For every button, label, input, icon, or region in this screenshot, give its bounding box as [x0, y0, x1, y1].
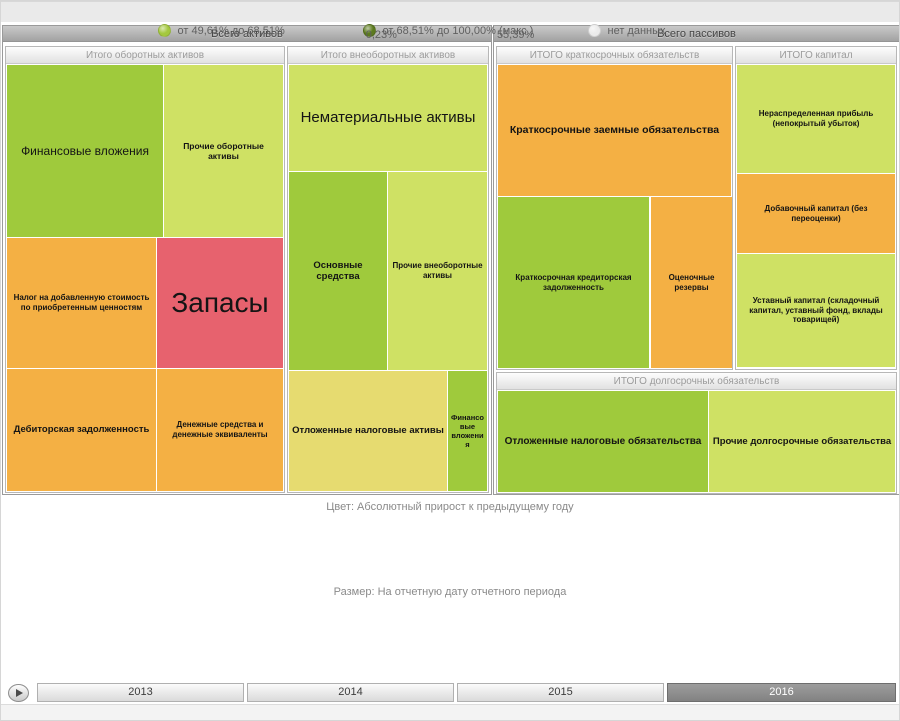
- legend-item-dark-green: от 68,51% до 100,00% (макс.): [362, 24, 588, 37]
- legend-label: нет данных: [607, 24, 666, 37]
- color-legend-title: Цвет: Абсолютный прирост к предыдущему г…: [326, 501, 574, 513]
- cell-short-term-borrowings[interactable]: Краткосрочные заемные обязательства: [498, 65, 731, 196]
- section-noncurrent-assets: Итого внеоборотных активов Нематериальны…: [287, 46, 489, 493]
- dark-green-dot-icon: [362, 24, 376, 37]
- section-short-term-liabilities-header: ИТОГО краткосрочных обязательств: [497, 47, 732, 64]
- cell-financial-investments[interactable]: Финансовые вложения: [7, 65, 163, 237]
- section-short-term-liabilities: ИТОГО краткосрочных обязательств Краткос…: [496, 46, 733, 370]
- cell-financial-investments-noncurrent[interactable]: Финансовые вложения: [448, 371, 487, 491]
- play-button[interactable]: [8, 684, 29, 702]
- assets-panel: Всего активов Итого оборотных активов Фи…: [2, 25, 492, 495]
- cell-additional-capital[interactable]: Добавочный капитал (без переоценки): [737, 174, 895, 253]
- cell-intangible-assets[interactable]: Нематериальные активы: [289, 65, 487, 171]
- cell-other-noncurrent-assets[interactable]: Прочие внеоборотные активы: [388, 172, 487, 370]
- section-current-assets: Итого оборотных активов Финансовые вложе…: [5, 46, 285, 493]
- cell-authorized-capital[interactable]: Уставный капитал (складочный капитал, ус…: [737, 254, 895, 367]
- year-button-2015[interactable]: 2015: [457, 683, 664, 702]
- cell-receivables[interactable]: Дебиторская задолженность: [7, 369, 156, 491]
- legend-label: от 49,61% до 68,51%: [177, 24, 285, 37]
- size-legend-max-label: 55,39%: [496, 29, 535, 41]
- section-long-term-liabilities-header: ИТОГО долгосрочных обязательств: [497, 373, 896, 390]
- cell-deferred-tax-assets[interactable]: Отложенные налоговые активы: [289, 371, 447, 491]
- cell-retained-earnings[interactable]: Нераспределенная прибыль (непокрытый убы…: [737, 65, 895, 173]
- year-button-2014[interactable]: 2014: [247, 683, 454, 702]
- legend-item-light-green: от 49,61% до 68,51%: [157, 24, 363, 37]
- cell-other-current-assets[interactable]: Прочие оборотные активы: [164, 65, 283, 237]
- section-long-term-liabilities: ИТОГО долгосрочных обязательств Отложенн…: [496, 372, 897, 494]
- gray-dot-icon: [587, 24, 601, 37]
- timeline-track: [1, 1, 899, 22]
- cell-cash[interactable]: Денежные средства и денежные эквиваленты: [157, 369, 283, 491]
- size-legend-title: Размер: На отчетную дату отчетного перио…: [333, 586, 567, 598]
- legend-item-no-data: нет данных: [587, 24, 743, 37]
- liabilities-panel: Всего пассивов ИТОГО краткосрочных обяза…: [493, 25, 899, 495]
- cell-estimated-reserves[interactable]: Оценочные резервы: [651, 197, 732, 368]
- cell-fixed-assets[interactable]: Основные средства: [289, 172, 387, 370]
- legend-label: от 68,51% до 100,00% (макс.): [382, 24, 534, 37]
- year-button-2013[interactable]: 2013: [37, 683, 244, 702]
- section-noncurrent-assets-header: Итого внеоборотных активов: [288, 47, 488, 64]
- section-capital: ИТОГО капитал Нераспределенная прибыль (…: [735, 46, 897, 370]
- section-current-assets-header: Итого оборотных активов: [6, 47, 284, 64]
- year-button-2016[interactable]: 2016: [667, 683, 896, 702]
- cell-deferred-tax-liabilities[interactable]: Отложенные налоговые обязательства: [498, 391, 708, 492]
- size-legend-min-label: 0,23%: [365, 29, 397, 41]
- cell-vat[interactable]: Налог на добавленную стоимость по приобр…: [7, 238, 156, 368]
- play-icon: [16, 689, 23, 697]
- section-capital-header: ИТОГО капитал: [736, 47, 896, 64]
- light-green-dot-icon: [157, 24, 171, 37]
- cell-short-term-payables[interactable]: Краткосрочная кредиторская задолженность: [498, 197, 649, 368]
- bottom-strip: [1, 704, 899, 720]
- cell-inventory[interactable]: Запасы: [157, 238, 283, 368]
- cell-other-long-term-liabilities[interactable]: Прочие долгосрочные обязательства: [709, 391, 895, 492]
